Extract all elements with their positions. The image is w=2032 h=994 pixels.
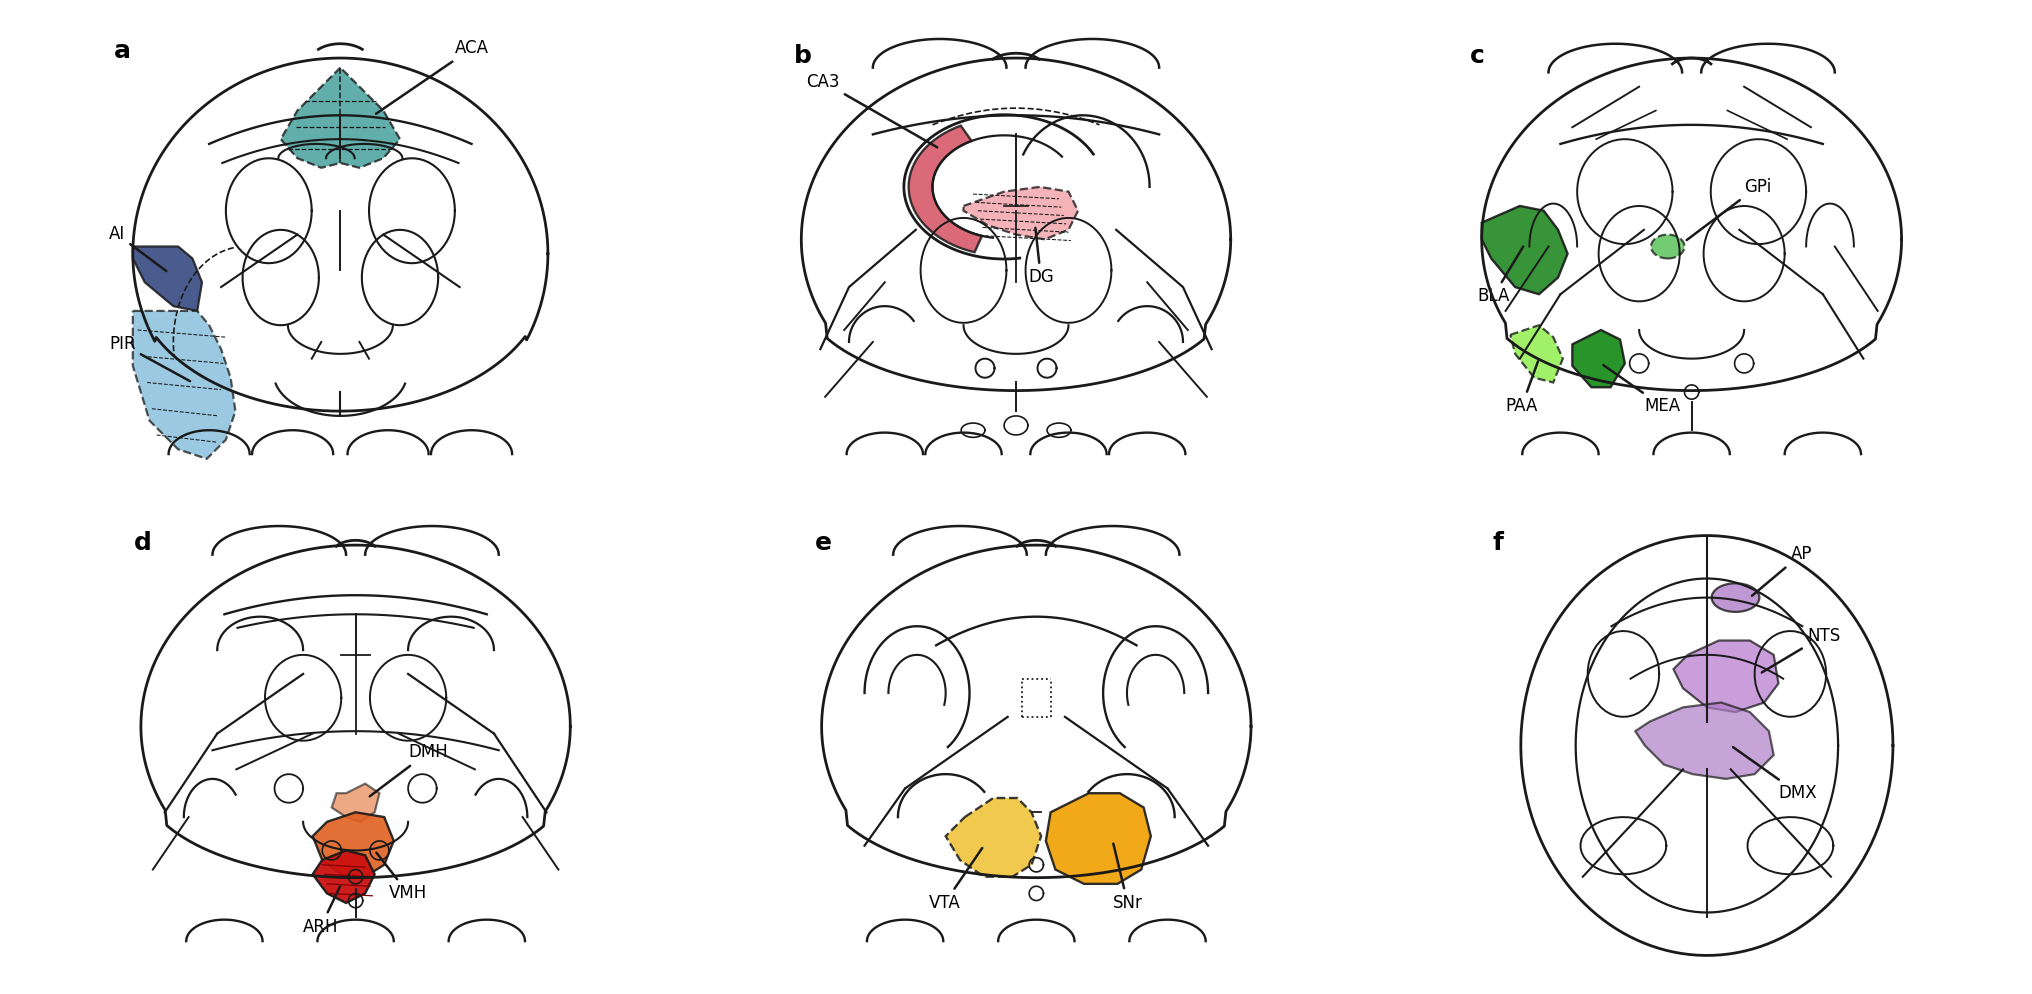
Text: BLA: BLA <box>1477 247 1524 305</box>
Text: a: a <box>114 39 130 63</box>
Polygon shape <box>1510 325 1563 383</box>
Text: PAA: PAA <box>1506 361 1538 415</box>
Polygon shape <box>313 851 374 903</box>
Text: PIR: PIR <box>110 335 191 381</box>
Text: MEA: MEA <box>1603 365 1680 415</box>
Polygon shape <box>1046 793 1150 884</box>
Text: GPi: GPi <box>1687 178 1772 241</box>
Text: e: e <box>815 531 831 555</box>
Text: AI: AI <box>110 226 167 271</box>
Polygon shape <box>132 247 201 311</box>
Polygon shape <box>132 311 236 459</box>
Text: CA3: CA3 <box>807 73 937 147</box>
Text: VTA: VTA <box>929 848 981 911</box>
Text: SNr: SNr <box>1114 844 1142 911</box>
Polygon shape <box>963 187 1079 240</box>
Polygon shape <box>945 798 1040 877</box>
Text: b: b <box>795 44 813 68</box>
Text: ARH: ARH <box>303 887 339 935</box>
Text: DMH: DMH <box>370 744 447 796</box>
Text: ACA: ACA <box>376 40 490 113</box>
Text: VMH: VMH <box>376 853 427 903</box>
Polygon shape <box>331 783 380 822</box>
Text: d: d <box>134 531 152 555</box>
Text: NTS: NTS <box>1762 626 1841 673</box>
Polygon shape <box>1481 206 1567 294</box>
Polygon shape <box>1674 640 1778 712</box>
Polygon shape <box>280 68 400 168</box>
Text: f: f <box>1491 531 1504 555</box>
Text: DG: DG <box>1028 228 1055 286</box>
Polygon shape <box>313 812 394 877</box>
Polygon shape <box>1636 703 1774 779</box>
Ellipse shape <box>1652 235 1685 258</box>
Polygon shape <box>1573 330 1626 388</box>
Text: DMX: DMX <box>1733 747 1817 802</box>
Text: AP: AP <box>1752 546 1813 595</box>
Polygon shape <box>908 125 981 252</box>
Text: c: c <box>1469 44 1485 68</box>
Ellipse shape <box>1711 583 1760 612</box>
